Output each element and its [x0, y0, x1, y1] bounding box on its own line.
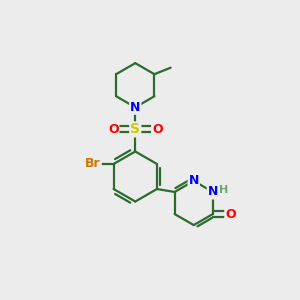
Text: N: N	[189, 174, 199, 188]
Text: Br: Br	[85, 158, 101, 170]
Text: N: N	[130, 101, 140, 114]
Text: O: O	[225, 208, 236, 220]
Text: N: N	[208, 185, 218, 199]
Text: O: O	[108, 123, 119, 136]
Text: S: S	[130, 122, 140, 136]
Text: H: H	[219, 185, 229, 196]
Text: O: O	[152, 123, 163, 136]
